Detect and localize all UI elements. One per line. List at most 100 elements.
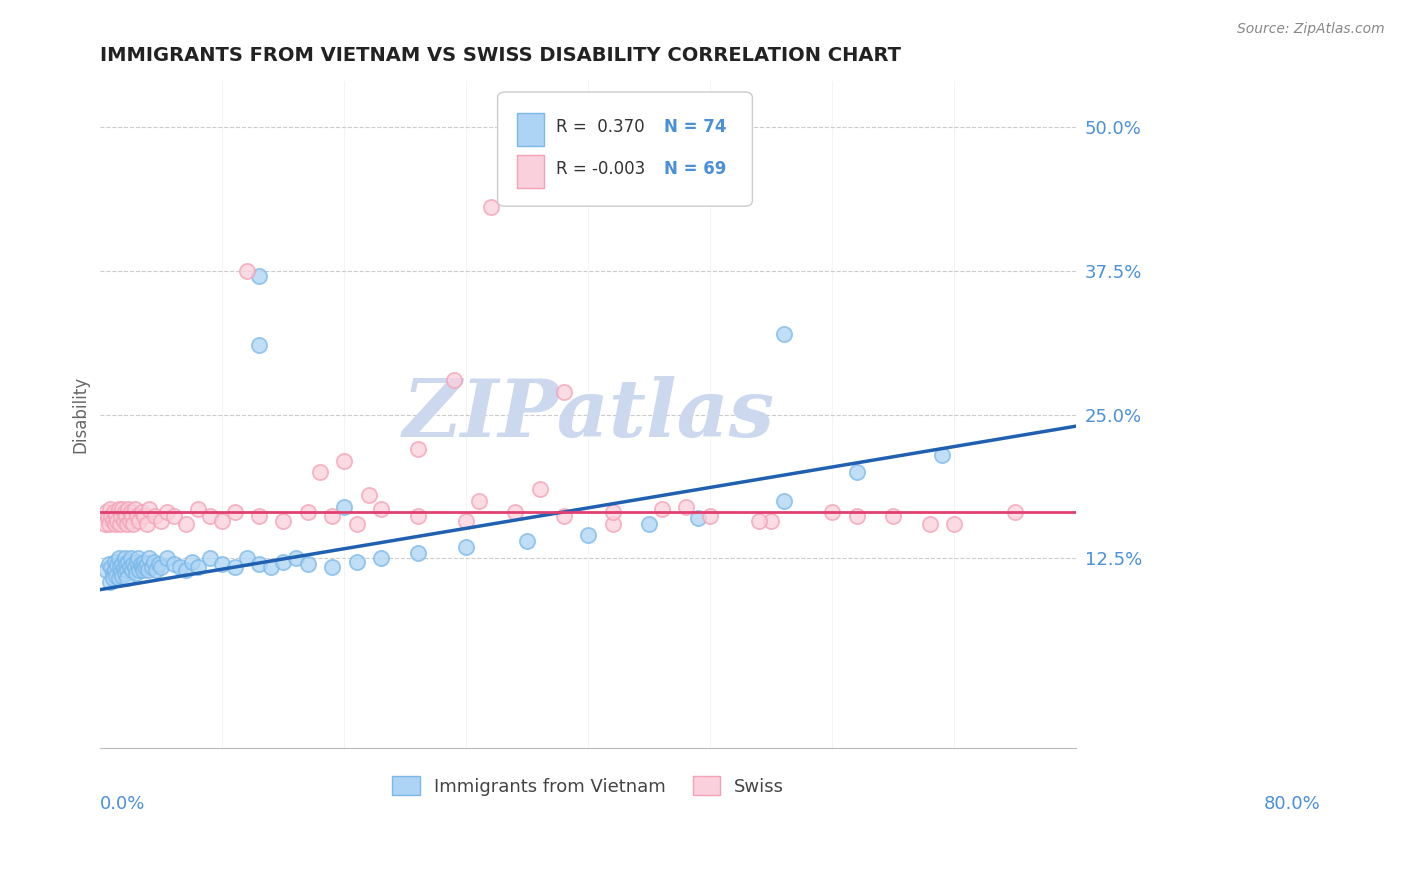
Point — [761, 514, 783, 528]
Text: ZIPatlas: ZIPatlas — [402, 376, 775, 453]
Point — [127, 551, 149, 566]
Point — [117, 555, 139, 569]
Point — [333, 500, 356, 514]
Point — [174, 516, 197, 531]
Point — [101, 571, 124, 585]
Point — [118, 514, 141, 528]
Point — [111, 558, 134, 572]
Point — [247, 338, 270, 352]
Point — [112, 560, 135, 574]
Point — [121, 563, 143, 577]
Point — [224, 559, 246, 574]
Point — [370, 502, 392, 516]
Point — [105, 508, 128, 523]
Point — [309, 465, 332, 479]
Point — [297, 558, 319, 572]
Point — [129, 558, 152, 572]
Point — [115, 516, 138, 531]
Point — [112, 514, 135, 528]
Point — [94, 516, 117, 531]
Point — [602, 505, 624, 519]
Point — [675, 500, 697, 514]
Point — [224, 505, 246, 519]
Point — [174, 563, 197, 577]
Point — [110, 508, 132, 523]
Point — [821, 505, 844, 519]
Point — [118, 559, 141, 574]
Point — [162, 558, 184, 572]
Point — [1004, 505, 1026, 519]
Point — [115, 571, 138, 585]
Point — [333, 453, 356, 467]
Point — [97, 516, 120, 531]
Point — [845, 508, 868, 523]
Point — [148, 558, 170, 572]
Point — [122, 558, 145, 572]
Point — [443, 373, 465, 387]
Point — [120, 551, 142, 566]
Point — [273, 555, 295, 569]
FancyBboxPatch shape — [517, 112, 544, 145]
Point — [101, 514, 124, 528]
Text: Source: ZipAtlas.com: Source: ZipAtlas.com — [1237, 22, 1385, 37]
Point — [105, 568, 128, 582]
Point — [134, 555, 156, 569]
Point — [651, 502, 673, 516]
Point — [96, 505, 118, 519]
Point — [135, 516, 157, 531]
Point — [138, 502, 160, 516]
Point — [134, 559, 156, 574]
Point — [688, 511, 710, 525]
Point — [321, 508, 343, 523]
Point — [198, 508, 221, 523]
Point — [479, 200, 502, 214]
Point — [103, 505, 125, 519]
Point — [529, 483, 551, 497]
Point — [98, 502, 121, 516]
Point — [503, 505, 526, 519]
Point — [131, 559, 153, 574]
Point — [124, 502, 146, 516]
Point — [104, 516, 127, 531]
Point — [162, 508, 184, 523]
Point — [143, 508, 166, 523]
Point — [772, 494, 794, 508]
Text: R =  0.370: R = 0.370 — [557, 119, 645, 136]
Point — [260, 559, 283, 574]
Point — [931, 448, 953, 462]
FancyBboxPatch shape — [498, 92, 752, 206]
Point — [115, 508, 138, 523]
Point — [284, 551, 307, 566]
Point — [138, 551, 160, 566]
Point — [882, 508, 904, 523]
Text: N = 74: N = 74 — [664, 119, 725, 136]
Point — [98, 574, 121, 589]
Point — [128, 514, 150, 528]
Point — [602, 516, 624, 531]
Text: IMMIGRANTS FROM VIETNAM VS SWISS DISABILITY CORRELATION CHART: IMMIGRANTS FROM VIETNAM VS SWISS DISABIL… — [100, 46, 901, 65]
Point — [107, 558, 129, 573]
Point — [97, 511, 120, 525]
Point — [114, 505, 136, 519]
Point — [918, 516, 941, 531]
Point — [346, 516, 368, 531]
Point — [141, 559, 163, 574]
Point — [114, 551, 136, 566]
Point — [187, 559, 209, 574]
Point — [120, 505, 142, 519]
Point — [638, 516, 661, 531]
Point — [943, 516, 966, 531]
Point — [247, 508, 270, 523]
Point — [211, 514, 233, 528]
Point — [247, 269, 270, 284]
Point — [97, 558, 120, 572]
Point — [115, 558, 138, 572]
Point — [236, 263, 259, 277]
Point — [128, 563, 150, 577]
Point — [211, 558, 233, 572]
Point — [107, 571, 129, 585]
Point — [131, 505, 153, 519]
Point — [198, 551, 221, 566]
Point — [156, 505, 179, 519]
Point — [104, 555, 127, 569]
